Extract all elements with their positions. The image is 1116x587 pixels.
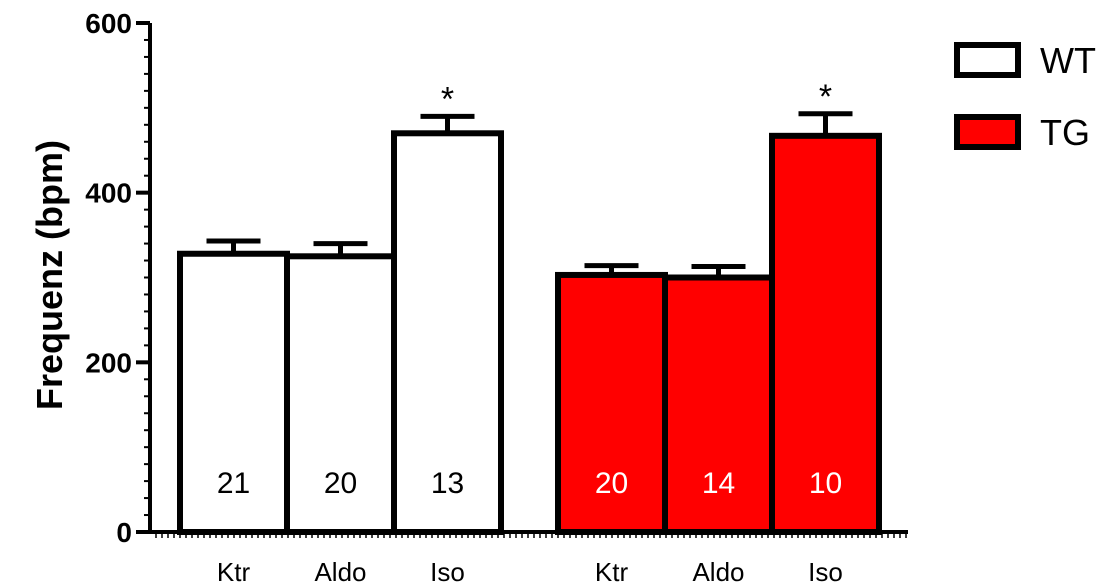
- y-tick-label: 200: [85, 347, 132, 378]
- bar-wt-iso: [391, 130, 504, 536]
- n-label: 10: [809, 467, 842, 500]
- x-category-label: Iso: [430, 557, 465, 587]
- x-category-label: Ktr: [595, 557, 629, 587]
- legend-label-wt: WT: [1040, 40, 1096, 81]
- legend-swatch-tg: [954, 114, 1021, 150]
- significance-marker: *: [819, 78, 832, 116]
- y-tick-label: 0: [116, 517, 132, 548]
- x-category-label: Iso: [808, 557, 843, 587]
- bars: 21 Ktr 20 Aldo 13 * Iso 20 Ktr 14 Aldo 10 * Iso: [177, 78, 882, 587]
- y-tick-label: 400: [85, 178, 132, 209]
- n-label: 14: [702, 467, 735, 500]
- x-category-label: Aldo: [314, 557, 366, 587]
- n-label: 20: [324, 467, 357, 500]
- legend-label-tg: TG: [1040, 112, 1090, 153]
- n-label: 21: [217, 467, 250, 500]
- legend-swatch-wt: [954, 42, 1021, 78]
- bar-wt-aldo: [284, 253, 397, 535]
- bar-tg-iso: [769, 132, 882, 535]
- n-label: 20: [595, 467, 628, 500]
- bar-wt-ktr: [177, 250, 290, 535]
- y-tick-label: 600: [85, 8, 132, 39]
- n-label: 13: [431, 467, 464, 500]
- y-axis-title: Frequenz (bpm): [29, 140, 70, 410]
- legend: WT TG: [954, 40, 1096, 153]
- significance-marker: *: [441, 80, 454, 118]
- x-category-label: Aldo: [692, 557, 744, 587]
- bar-tg-aldo: [662, 274, 775, 535]
- bar-tg-ktr: [555, 271, 668, 535]
- x-category-label: Ktr: [217, 557, 251, 587]
